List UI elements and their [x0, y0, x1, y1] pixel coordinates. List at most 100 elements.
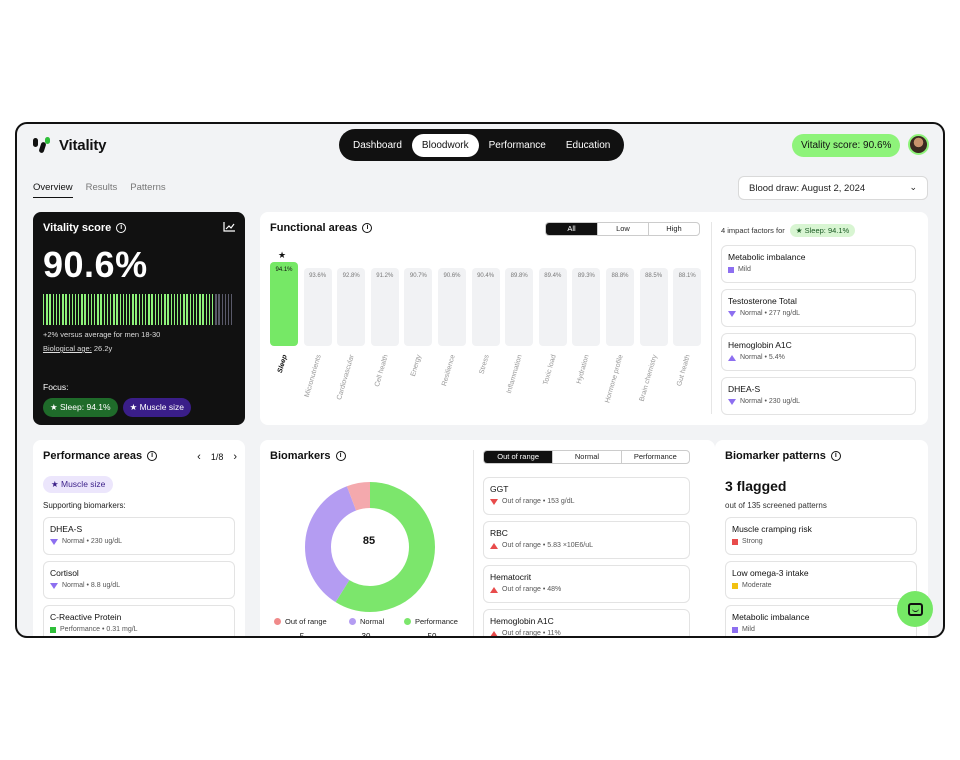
- focus-label: Focus:: [43, 382, 69, 392]
- functional-area-bar[interactable]: 90.7%: [404, 268, 433, 346]
- score-tick: [109, 294, 112, 325]
- pattern-item[interactable]: Muscle cramping risk Strong: [725, 517, 917, 555]
- focus-chip-label: Muscle size: [139, 402, 184, 412]
- supporting-biomarker-item[interactable]: C-Reactive Protein Performance • 0.31 mg…: [43, 605, 235, 636]
- filter-performance[interactable]: Performance: [620, 451, 689, 463]
- bio-age-label[interactable]: Biological age:: [43, 344, 92, 353]
- impact-factor-item[interactable]: Metabolic imbalance Mild: [721, 245, 916, 283]
- tab-overview[interactable]: Overview: [33, 182, 73, 198]
- flagged-count: 3 flagged: [725, 478, 787, 494]
- tab-results[interactable]: Results: [85, 182, 118, 193]
- biomarker-item[interactable]: GGT Out of range • 153 g/dL: [483, 477, 690, 515]
- arrow-down-icon: [50, 582, 58, 589]
- patterns-title: Biomarker patterns: [725, 450, 826, 462]
- chat-button[interactable]: [897, 591, 933, 627]
- info-icon[interactable]: i: [830, 451, 841, 461]
- biomarker-name: Cortisol: [50, 568, 79, 578]
- impact-factor-item[interactable]: Testosterone Total Normal • 277 ng/dL: [721, 289, 916, 327]
- impact-factor-status: Normal • 230 ug/dL: [740, 398, 801, 405]
- score-tick: [100, 294, 102, 325]
- score-tick: [167, 294, 169, 325]
- functional-area-bar[interactable]: 94.1%: [270, 262, 298, 346]
- score-tick: [189, 294, 192, 325]
- severity-marker: [728, 266, 734, 273]
- info-icon[interactable]: i: [362, 223, 373, 233]
- functional-area-bar[interactable]: 88.5%: [639, 268, 668, 346]
- score-tick: [180, 294, 182, 325]
- functional-area-value: 90.4%: [477, 273, 495, 279]
- nav-bloodwork[interactable]: Bloodwork: [411, 133, 479, 157]
- biomarker-filter: Out of range Normal Performance: [483, 450, 690, 464]
- pattern-name: Muscle cramping risk: [732, 524, 812, 534]
- impact-pill[interactable]: ★ Sleep: 94.1%: [789, 224, 856, 237]
- score-tick: [211, 294, 214, 325]
- functional-area-bar[interactable]: 90.4%: [471, 268, 500, 346]
- functional-area-bar[interactable]: 88.8%: [606, 268, 634, 346]
- performance-chip[interactable]: ★ Muscle size: [43, 476, 114, 493]
- arrow-down-icon: [728, 398, 736, 405]
- pattern-name: Metabolic imbalance: [732, 612, 810, 622]
- filter-out-of-range[interactable]: Out of range: [484, 451, 553, 463]
- score-tick: [43, 294, 45, 325]
- donut-slice-normal[interactable]: [305, 482, 435, 612]
- functional-area-bar[interactable]: 90.6%: [438, 268, 466, 346]
- info-icon[interactable]: i: [116, 223, 127, 233]
- pattern-status: Moderate: [742, 582, 772, 589]
- supporting-biomarker-item[interactable]: DHEA-S Normal • 230 ug/dL: [43, 517, 235, 555]
- pattern-item[interactable]: Metabolic imbalance Mild: [725, 605, 917, 636]
- chevron-left-icon[interactable]: ‹: [197, 451, 201, 463]
- donut-slice-out-of-range[interactable]: [305, 482, 435, 612]
- functional-area-bar[interactable]: 89.3%: [572, 268, 601, 346]
- avatar[interactable]: [908, 134, 929, 155]
- nav-performance[interactable]: Performance: [488, 139, 546, 151]
- pattern-name: Low omega-3 intake: [732, 568, 809, 578]
- blood-draw-select[interactable]: Blood draw: August 2, 2024 ⌄: [738, 176, 928, 200]
- functional-area-bar[interactable]: 93.6%: [303, 268, 332, 346]
- functional-area-bar[interactable]: 88.1%: [673, 268, 702, 346]
- focus-chip-muscle[interactable]: ★ Muscle size: [122, 398, 191, 417]
- nav-dashboard[interactable]: Dashboard: [353, 139, 402, 151]
- arrow-up-icon: [490, 630, 498, 636]
- functional-area-value: 89.8%: [510, 273, 528, 279]
- functional-area-bar[interactable]: 92.8%: [337, 268, 366, 346]
- filter-normal[interactable]: Normal: [552, 451, 620, 463]
- tab-patterns[interactable]: Patterns: [130, 182, 166, 193]
- biomarker-item[interactable]: Hemoglobin A1C Out of range • 11%: [483, 609, 690, 637]
- score-tick: [138, 294, 141, 325]
- biomarker-item[interactable]: RBC Out of range • 5.83 ×10E6/uL: [483, 521, 690, 559]
- score-tick: [141, 294, 144, 325]
- chevron-right-icon[interactable]: ›: [233, 451, 237, 463]
- filter-low[interactable]: Low: [596, 223, 648, 235]
- impact-factor-item[interactable]: DHEA-S Normal • 230 ug/dL: [721, 377, 916, 415]
- impact-factor-item[interactable]: Hemoglobin A1C Normal • 5.4%: [721, 333, 916, 371]
- filter-high[interactable]: High: [647, 223, 699, 235]
- vitality-score-pill[interactable]: Vitality score: 90.6%: [792, 134, 901, 157]
- biomarker-name: RBC: [490, 528, 508, 538]
- impact-factor-name: Metabolic imbalance: [728, 252, 806, 262]
- biomarker-item[interactable]: Hematocrit Out of range • 48%: [483, 565, 690, 603]
- score-tick: [208, 294, 211, 325]
- focus-chip-sleep[interactable]: ★ Sleep: 94.1%: [43, 398, 118, 417]
- score-tick: [183, 294, 185, 325]
- pattern-item[interactable]: Low omega-3 intake Moderate: [725, 561, 917, 599]
- biomarker-name: Hemoglobin A1C: [490, 616, 554, 626]
- functional-area-bar[interactable]: 91.2%: [370, 268, 399, 346]
- functional-area-bar[interactable]: 89.4%: [538, 268, 567, 346]
- filter-all[interactable]: All: [546, 223, 597, 235]
- trend-chart-icon[interactable]: [223, 222, 235, 232]
- score-tick: [164, 294, 166, 325]
- functional-area-value: 89.4%: [544, 273, 562, 279]
- functional-area-value: 90.6%: [443, 273, 461, 279]
- biomarkers-total: 85: [362, 535, 376, 547]
- info-icon[interactable]: i: [335, 451, 346, 461]
- info-icon[interactable]: i: [147, 451, 158, 461]
- legend-label: Out of range: [285, 617, 327, 626]
- functional-area-bar[interactable]: 89.8%: [505, 268, 534, 346]
- biomarker-status: Out of range • 11%: [502, 630, 561, 637]
- app-logo[interactable]: Vitality: [33, 136, 107, 154]
- bio-age-value: 26.2y: [93, 344, 113, 353]
- nav-education[interactable]: Education: [565, 139, 611, 151]
- chat-icon: [907, 602, 923, 616]
- supporting-biomarker-item[interactable]: Cortisol Normal • 8.8 ug/dL: [43, 561, 235, 599]
- divider: [711, 222, 712, 414]
